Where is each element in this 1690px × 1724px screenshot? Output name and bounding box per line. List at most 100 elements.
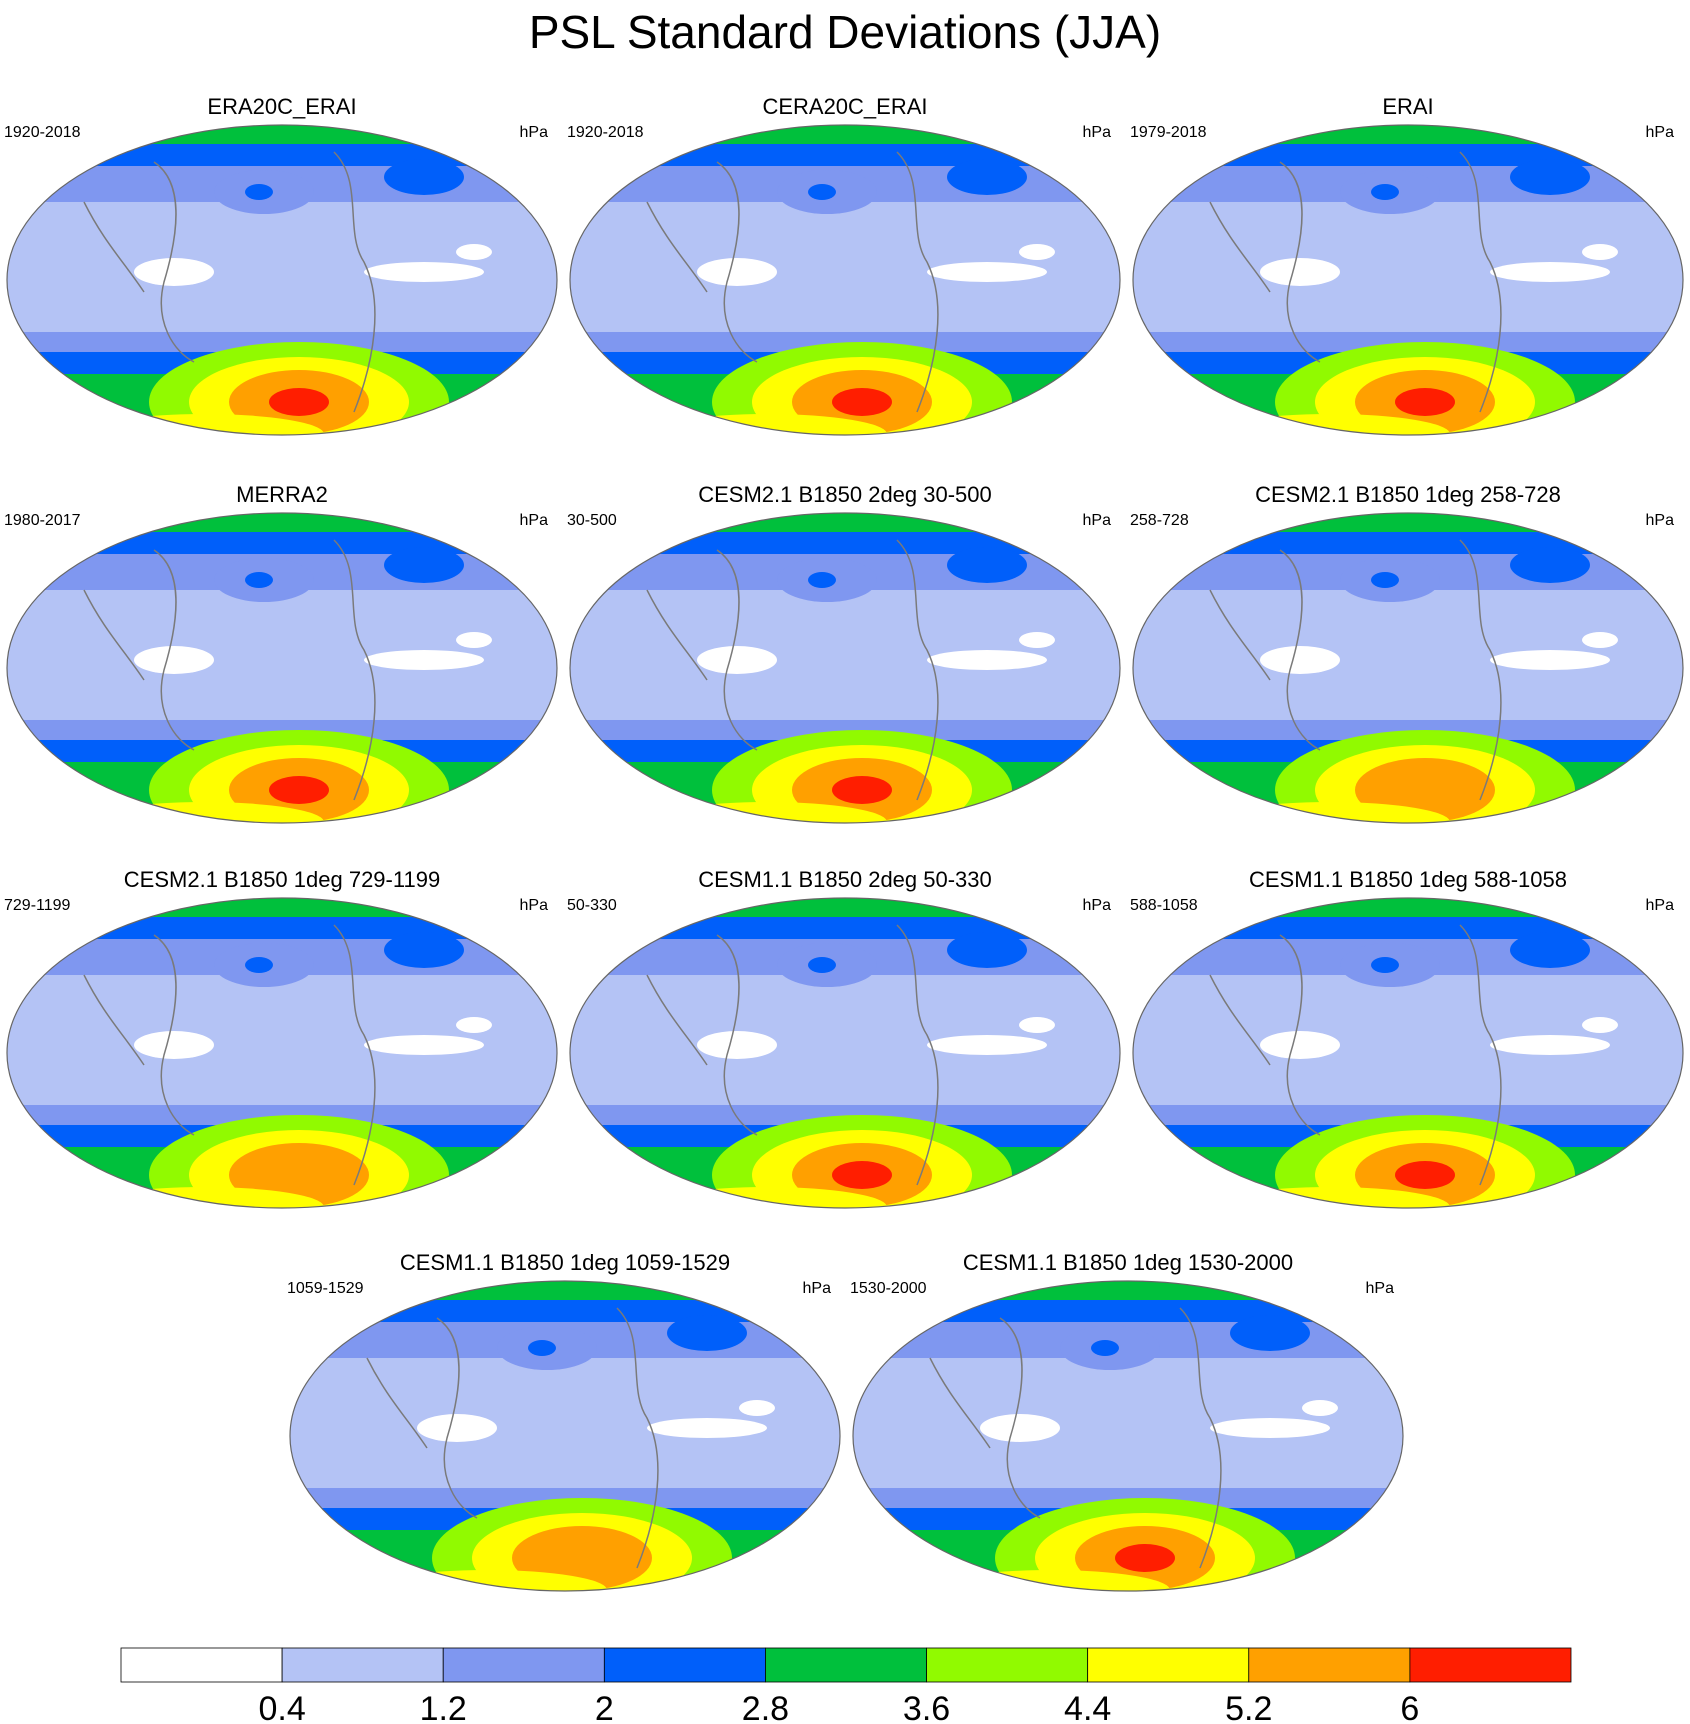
map-outline bbox=[1132, 124, 1684, 436]
colorbar-tick-label: 0.4 bbox=[258, 1690, 305, 1724]
map bbox=[1132, 124, 1684, 436]
contour-band bbox=[570, 975, 1120, 1105]
contour-band bbox=[570, 590, 1120, 720]
contour-maximum bbox=[832, 1161, 892, 1189]
contour-band bbox=[570, 917, 1120, 939]
panel-title: ERAI bbox=[1382, 94, 1434, 119]
contour-blob bbox=[808, 184, 836, 200]
map-outline bbox=[569, 124, 1121, 436]
colorbar-bin bbox=[603, 1647, 766, 1683]
colorbar-bin bbox=[281, 1647, 444, 1683]
coastline bbox=[366, 1307, 659, 1569]
units-label: hPa bbox=[1645, 124, 1674, 141]
period-label: 1920-2018 bbox=[4, 124, 81, 141]
contour-blob bbox=[245, 957, 273, 973]
coastline bbox=[646, 539, 939, 801]
panel-4: MERRA2 1980-2017 hPa bbox=[4, 482, 560, 827]
contour-band bbox=[1133, 975, 1683, 1105]
contour-minimum bbox=[927, 262, 1047, 282]
contour-minimum bbox=[1019, 1017, 1055, 1033]
panel-2: CERA20C_ERAI 1920-2018 hPa bbox=[567, 94, 1123, 439]
map-outline bbox=[569, 897, 1121, 1209]
panel-1: ERA20C_ERAI 1920-2018 hPa bbox=[4, 94, 560, 439]
contour-minimum bbox=[927, 1035, 1047, 1055]
contour-band bbox=[7, 332, 557, 352]
map-outline bbox=[569, 512, 1121, 824]
panel-title: ERA20C_ERAI bbox=[207, 94, 357, 119]
coastline bbox=[646, 924, 939, 1186]
contour-maximum bbox=[832, 776, 892, 804]
map bbox=[6, 512, 558, 824]
map bbox=[569, 124, 1121, 436]
contour-band bbox=[290, 1488, 840, 1508]
contour-minimum bbox=[456, 1017, 492, 1033]
main-title: PSL Standard Deviations (JJA) bbox=[528, 6, 1162, 58]
contour-band bbox=[1133, 917, 1683, 939]
panel-3: ERAI 1979-2018 hPa bbox=[1130, 94, 1686, 439]
contour-blob bbox=[245, 572, 273, 588]
colorbar-tick-label: 6 bbox=[1400, 1690, 1419, 1724]
contour-band bbox=[1133, 202, 1683, 332]
units-label: hPa bbox=[519, 124, 548, 141]
coastline bbox=[646, 151, 939, 413]
contour-minimum bbox=[364, 1035, 484, 1055]
contour-band bbox=[1133, 332, 1683, 352]
panel-8: CESM1.1 B1850 2deg 50-330 50-330 hPa bbox=[567, 867, 1123, 1212]
contour-blob bbox=[1371, 572, 1399, 588]
contour-minimum bbox=[1260, 1031, 1340, 1059]
map-outline bbox=[289, 1280, 841, 1592]
contour-minimum bbox=[1582, 1017, 1618, 1033]
colorbar-tick-label: 2.8 bbox=[742, 1690, 789, 1724]
contour-minimum bbox=[134, 1031, 214, 1059]
panel-9: CESM1.1 B1850 1deg 588-1058 588-1058 hPa bbox=[1130, 867, 1686, 1212]
contour-band bbox=[1133, 144, 1683, 166]
colorbar-tick-label: 5.2 bbox=[1225, 1690, 1272, 1724]
contour-blob bbox=[1510, 547, 1590, 583]
contour-band bbox=[570, 202, 1120, 332]
contour-maximum bbox=[1115, 1544, 1175, 1572]
panel-title: CERA20C_ERAI bbox=[762, 94, 928, 119]
map bbox=[852, 1280, 1404, 1592]
contour-minimum bbox=[1490, 650, 1610, 670]
contour-maximum bbox=[832, 388, 892, 416]
colorbar: 0.4 1.2 2 2.8 3.6 4.4 5.2 6 bbox=[120, 1647, 1572, 1724]
contour-blob bbox=[1230, 1315, 1310, 1351]
contour-blob bbox=[384, 932, 464, 968]
contour-blob bbox=[1510, 159, 1590, 195]
contour-band bbox=[7, 532, 557, 554]
colorbar-bin bbox=[1087, 1647, 1250, 1683]
contour-minimum bbox=[927, 650, 1047, 670]
map bbox=[569, 512, 1121, 824]
contour-minimum bbox=[1019, 244, 1055, 260]
contour-minimum bbox=[456, 244, 492, 260]
units-label: hPa bbox=[519, 512, 548, 529]
contour-minimum bbox=[134, 258, 214, 286]
colorbar-bin bbox=[442, 1647, 605, 1683]
coastline bbox=[1209, 539, 1502, 801]
panel-title: CESM2.1 B1850 1deg 258-728 bbox=[1255, 482, 1561, 507]
contour-band bbox=[7, 1105, 557, 1125]
contour-band bbox=[290, 1358, 840, 1488]
map bbox=[1132, 512, 1684, 824]
coastline bbox=[1209, 151, 1502, 413]
map bbox=[6, 124, 558, 436]
map-outline bbox=[1132, 897, 1684, 1209]
contour-maximum bbox=[1395, 388, 1455, 416]
map-outline bbox=[6, 124, 558, 436]
contour-blob bbox=[245, 184, 273, 200]
period-label: 1920-2018 bbox=[567, 124, 644, 141]
contour-band bbox=[7, 720, 557, 740]
units-label: hPa bbox=[1082, 512, 1111, 529]
colorbar-tick-label: 1.2 bbox=[420, 1690, 467, 1724]
period-label: 1530-2000 bbox=[850, 1280, 927, 1297]
contour-minimum bbox=[1260, 646, 1340, 674]
contour-blob bbox=[1091, 1340, 1119, 1356]
units-label: hPa bbox=[1645, 512, 1674, 529]
coastline bbox=[1209, 924, 1502, 1186]
contour-minimum bbox=[1490, 262, 1610, 282]
coastline bbox=[83, 151, 376, 413]
map bbox=[569, 897, 1121, 1209]
contour-minimum bbox=[1210, 1418, 1330, 1438]
contour-band bbox=[290, 1300, 840, 1322]
colorbar-bin bbox=[765, 1647, 927, 1683]
